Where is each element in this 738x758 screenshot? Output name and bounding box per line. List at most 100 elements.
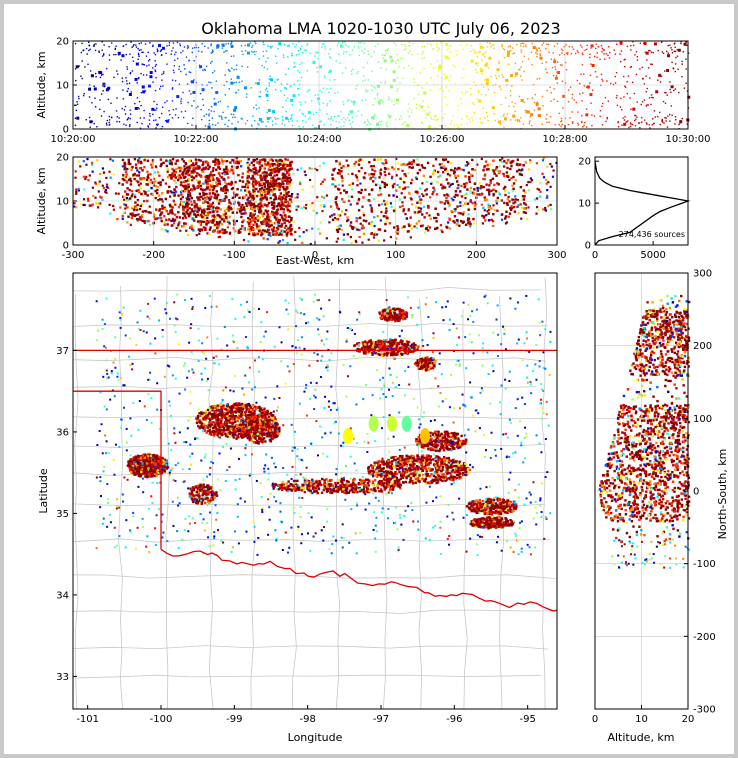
- source-point: [171, 100, 174, 102]
- source-point: [218, 180, 221, 183]
- source-point: [279, 207, 283, 211]
- source-point: [174, 80, 177, 82]
- source-point: [422, 52, 425, 54]
- source-point: [292, 94, 296, 98]
- source-point: [351, 227, 354, 231]
- source-point: [107, 86, 111, 90]
- source-point: [439, 125, 441, 127]
- source-point: [209, 197, 212, 200]
- source-point: [97, 202, 100, 205]
- source-point: [646, 104, 648, 106]
- source-point: [434, 207, 437, 210]
- source-point: [553, 45, 556, 47]
- source-point: [591, 64, 595, 68]
- source-point: [251, 174, 255, 178]
- source-point: [288, 225, 292, 229]
- source-point: [173, 179, 176, 182]
- source-point: [516, 205, 519, 208]
- source-point: [213, 160, 217, 163]
- source-point: [571, 97, 573, 99]
- source-point: [671, 52, 674, 54]
- source-point: [537, 114, 541, 118]
- source-point: [564, 61, 567, 64]
- east-west-altitude-ylabel: Altitude, km: [35, 167, 48, 234]
- source-point: [408, 44, 410, 47]
- source-point: [278, 42, 282, 46]
- source-point: [282, 182, 285, 186]
- source-point: [478, 51, 480, 53]
- source-point: [348, 183, 351, 187]
- source-point: [285, 233, 288, 236]
- source-point: [179, 176, 183, 179]
- source-point: [325, 194, 328, 197]
- source-point: [521, 60, 524, 63]
- source-point: [532, 45, 536, 49]
- source-point: [189, 200, 193, 203]
- source-point: [450, 197, 453, 200]
- source-point: [582, 125, 584, 128]
- source-point: [401, 201, 404, 204]
- source-point: [378, 127, 380, 130]
- source-point: [213, 196, 216, 200]
- source-point: [184, 161, 187, 165]
- source-point: [258, 160, 262, 163]
- source-point: [281, 185, 285, 189]
- source-point: [273, 201, 276, 205]
- source-point: [648, 49, 650, 52]
- source-point: [149, 173, 152, 176]
- source-point: [196, 185, 199, 189]
- source-point: [362, 66, 365, 69]
- source-point: [542, 208, 545, 211]
- source-point: [171, 157, 175, 161]
- source-point: [308, 89, 310, 92]
- source-point: [495, 77, 498, 79]
- source-point: [97, 183, 101, 186]
- source-point: [321, 46, 323, 48]
- source-point: [567, 123, 570, 126]
- source-point: [138, 42, 141, 45]
- county-boundary: [73, 503, 546, 508]
- x-tick-label: 10:26:00: [420, 134, 465, 145]
- source-point: [495, 174, 498, 177]
- source-point: [385, 124, 387, 126]
- source-point: [548, 121, 550, 123]
- source-point: [335, 60, 337, 62]
- source-point: [252, 190, 255, 194]
- source-point: [74, 42, 77, 45]
- source-point: [683, 42, 687, 46]
- source-point: [172, 109, 175, 111]
- x-tick-label: 200: [467, 250, 486, 261]
- source-point: [319, 90, 321, 92]
- source-point: [288, 168, 291, 171]
- source-point: [226, 80, 228, 83]
- source-point: [276, 220, 280, 224]
- source-point: [530, 51, 533, 53]
- source-point: [279, 198, 283, 201]
- source-point: [218, 174, 222, 178]
- source-point: [136, 121, 138, 124]
- source-point: [132, 456, 136, 459]
- source-point: [508, 178, 511, 182]
- source-point: [662, 100, 665, 103]
- source-point: [423, 56, 426, 59]
- source-point: [319, 182, 323, 186]
- source-point: [511, 85, 513, 87]
- source-point: [131, 70, 134, 72]
- source-point: [123, 178, 126, 182]
- source-point: [468, 180, 471, 184]
- source-point: [308, 167, 311, 170]
- source-point: [137, 213, 140, 216]
- source-point: [512, 202, 515, 205]
- source-point: [489, 181, 492, 185]
- source-point: [345, 67, 347, 69]
- source-point: [162, 459, 165, 462]
- source-point: [199, 213, 203, 217]
- source-point: [209, 173, 212, 176]
- x-tick-label: 100: [386, 250, 405, 261]
- source-point: [100, 196, 103, 199]
- source-point: [316, 71, 319, 73]
- source-point: [523, 207, 526, 210]
- source-point: [171, 217, 175, 221]
- source-point: [88, 116, 91, 119]
- source-point: [183, 169, 186, 172]
